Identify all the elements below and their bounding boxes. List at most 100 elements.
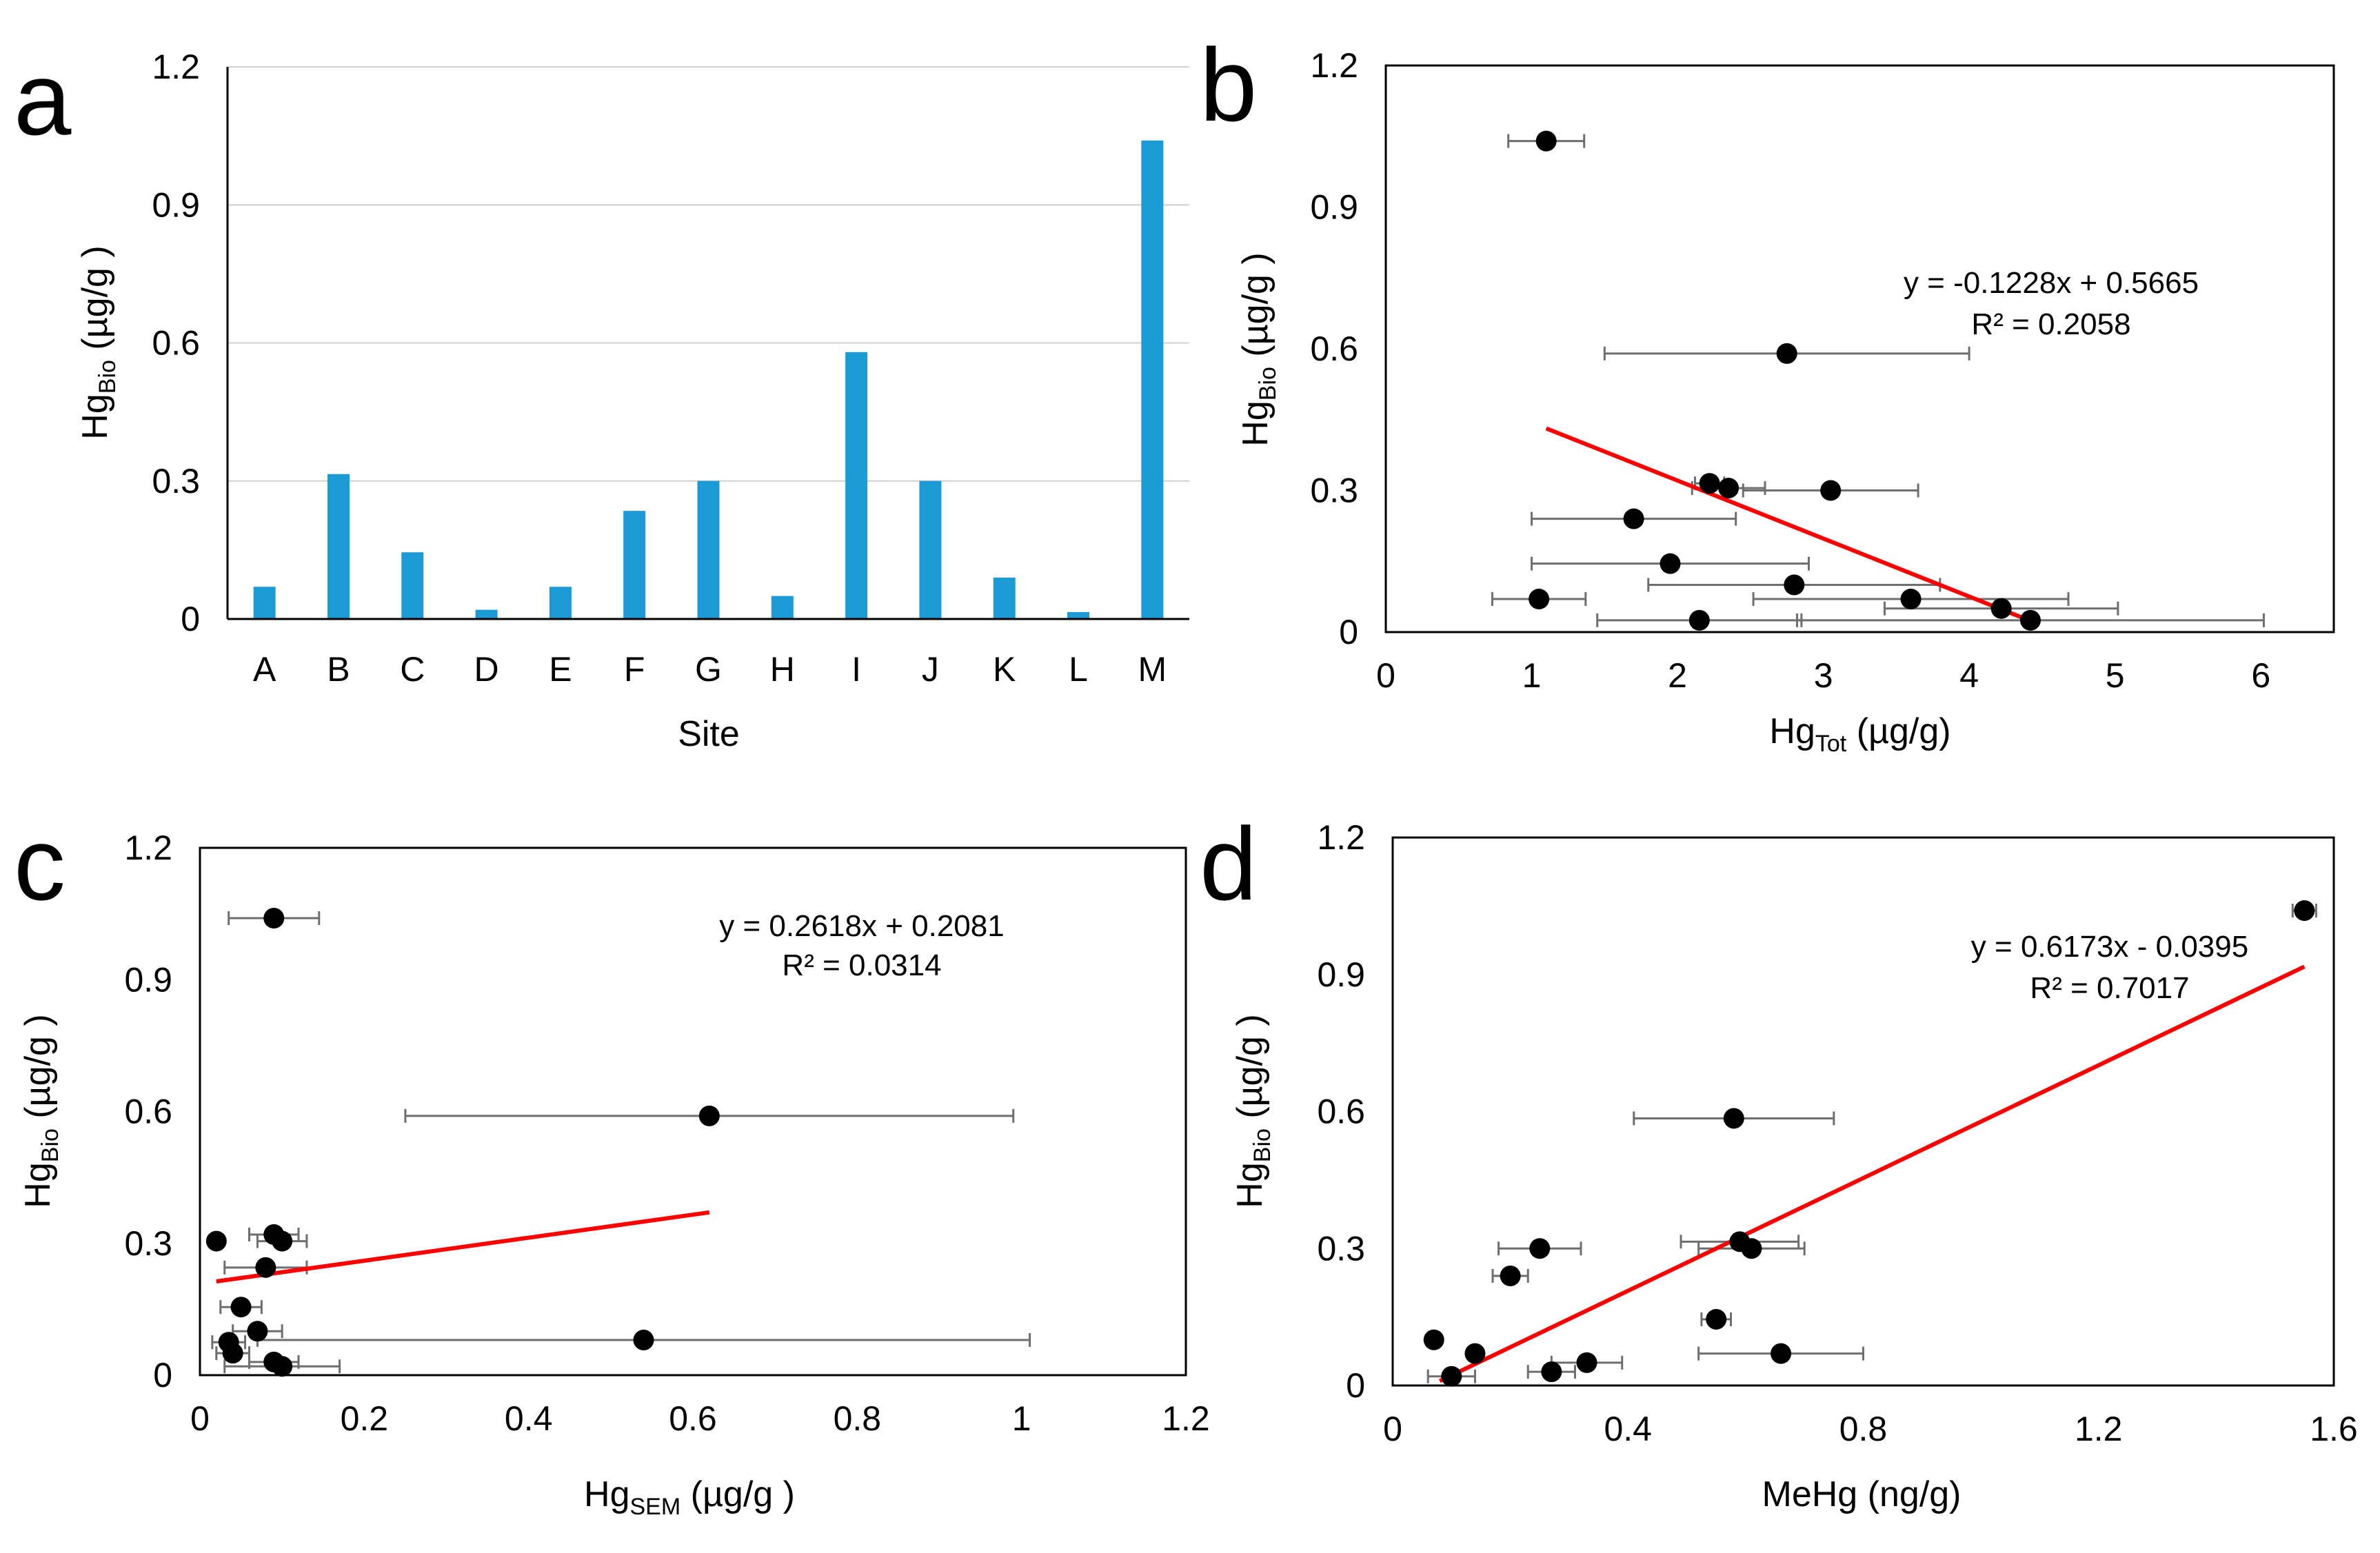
a-x-tick-label: G <box>695 650 722 689</box>
c-y-tick-label: 0.3 <box>124 1224 172 1263</box>
d-x-tick-label: 1.2 <box>2075 1410 2123 1448</box>
a-bar-I <box>845 352 868 619</box>
b-y-tick-label: 0.3 <box>1310 471 1358 510</box>
b-data-point <box>1776 343 1797 364</box>
c-y-tick-label: 0 <box>153 1356 172 1394</box>
a-bar-J <box>919 480 942 619</box>
b-data-point <box>1990 598 2012 619</box>
b-data-point <box>1623 508 1644 529</box>
b-equation: y = -0.1228x + 0.5665 <box>1904 266 2199 300</box>
d-data-point <box>1441 1366 1462 1387</box>
b-y-tick-label: 1.2 <box>1310 46 1358 85</box>
d-data-point <box>1500 1266 1521 1286</box>
b-x-axis-title: HgTot (µg/g) <box>1769 711 1950 757</box>
a-x-tick-label: B <box>327 650 350 689</box>
c-plot-frame <box>199 846 1187 1377</box>
b-y-tick-label: 0.6 <box>1310 329 1358 368</box>
a-y-tick-label: 1.2 <box>152 48 200 86</box>
a-bar-H <box>771 596 794 619</box>
d-y-tick-label: 0 <box>1346 1366 1365 1405</box>
panel-d: d 0 0.3 0.6 0.9 1.2 0 0.4 0.8 1.2 1.6 y = 0.6173… <box>1200 806 2358 1514</box>
d-y-axis-title: HgBio (µg/g ) <box>1230 1014 1275 1208</box>
c-points <box>205 908 720 1377</box>
c-x-tick-label: 0 <box>190 1399 210 1438</box>
b-data-point <box>2020 609 2041 631</box>
d-y-tick-label: 0.9 <box>1317 955 1365 994</box>
a-y-tick-labels: 0 0.3 0.6 0.9 1.2 <box>152 48 200 638</box>
c-data-point <box>222 1343 243 1364</box>
panel-letter-b: b <box>1200 27 1257 143</box>
c-data-point <box>247 1321 268 1342</box>
a-bar-A <box>253 587 276 619</box>
a-x-axis-title: Site <box>678 714 740 754</box>
c-data-point <box>263 908 285 928</box>
c-y-tick-label: 1.2 <box>124 829 172 867</box>
d-equation: y = 0.6173x - 0.0395 <box>1971 930 2248 964</box>
b-x-tick-label: 1 <box>1522 656 1542 695</box>
c-data-point <box>230 1297 252 1318</box>
a-x-tick-label: H <box>770 650 795 689</box>
a-y-tick-label: 0.3 <box>152 462 200 500</box>
c-x-axis-title: HgSEM (µg/g ) <box>584 1474 795 1520</box>
c-data-point <box>698 1105 720 1126</box>
d-y-tick-label: 0.6 <box>1317 1093 1365 1131</box>
c-x-tick-label: 0.6 <box>669 1399 717 1438</box>
d-data-point <box>1706 1308 1727 1330</box>
d-data-point <box>1771 1343 1792 1364</box>
a-x-tick-label: J <box>922 650 939 689</box>
b-points <box>1529 130 2041 631</box>
a-bar-K <box>993 577 1016 619</box>
a-bar-M <box>1141 140 1164 620</box>
a-x-tick-label: A <box>253 650 276 689</box>
a-bar-E <box>549 587 572 619</box>
d-data-point <box>1529 1238 1551 1259</box>
d-x-tick-labels: 0 0.4 0.8 1.2 1.6 <box>1383 1410 2358 1448</box>
b-data-point <box>1784 574 1805 596</box>
d-x-tick-label: 0.8 <box>1839 1410 1888 1448</box>
b-x-tick-labels: 0 1 2 3 4 5 6 <box>1376 656 2270 695</box>
c-x-tick-label: 0.2 <box>341 1399 389 1438</box>
b-x-tick-label: 4 <box>1959 656 1979 695</box>
a-bar-G <box>697 480 720 619</box>
c-data-point <box>272 1356 293 1377</box>
d-x-axis-title: MeHg (ng/g) <box>1762 1474 1962 1514</box>
a-y-tick-label: 0 <box>181 600 200 638</box>
c-y-tick-label: 0.9 <box>124 960 172 999</box>
b-x-tick-label: 2 <box>1668 656 1687 695</box>
c-x-tick-label: 0.8 <box>834 1399 882 1438</box>
panel-letter-a: a <box>14 41 72 156</box>
b-data-point <box>1688 609 1710 631</box>
a-bar-C <box>401 552 424 619</box>
b-y-tick-label: 0.9 <box>1310 188 1358 227</box>
d-points <box>1423 900 2315 1387</box>
a-x-tick-label: I <box>851 650 861 689</box>
b-x-tick-label: 0 <box>1376 656 1395 695</box>
c-data-point <box>272 1230 293 1252</box>
b-data-point <box>1535 130 1557 152</box>
b-x-tick-label: 6 <box>2251 656 2270 695</box>
d-data-point <box>1723 1108 1744 1129</box>
d-data-point <box>1464 1343 1486 1364</box>
d-data-point <box>2294 900 2315 921</box>
panel-letter-d: d <box>1200 806 1257 922</box>
d-y-tick-label: 0.3 <box>1317 1229 1365 1268</box>
b-trendline <box>1545 426 2032 623</box>
d-x-tick-label: 1.6 <box>2310 1410 2358 1448</box>
a-x-tick-label: E <box>549 650 572 689</box>
d-y-tick-label: 1.2 <box>1317 818 1365 857</box>
c-y-tick-label: 0.6 <box>124 1093 172 1131</box>
c-y-axis-title: HgBio (µg/g ) <box>18 1014 63 1208</box>
a-bar-D <box>475 609 498 619</box>
a-x-tick-label: M <box>1138 650 1167 689</box>
b-data-point <box>1718 478 1739 499</box>
c-data-point <box>633 1330 654 1350</box>
panel-b: b 0 0.3 0.6 0.9 1.2 0 1 2 3 4 5 6 y = -0.1228x + 0… <box>1200 27 2335 757</box>
b-y-axis-title: HgBio (µg/g ) <box>1236 252 1281 446</box>
c-data-point <box>255 1257 276 1278</box>
c-data-point <box>205 1230 227 1252</box>
d-data-point <box>1541 1361 1562 1383</box>
d-trendline <box>1438 964 2306 1383</box>
c-equation: y = 0.2618x + 0.2081 <box>719 909 1004 943</box>
d-data-point <box>1576 1352 1597 1373</box>
